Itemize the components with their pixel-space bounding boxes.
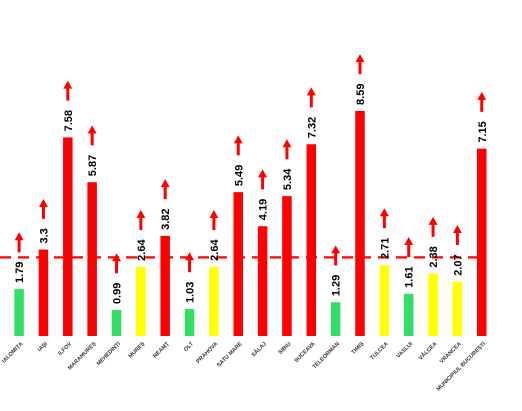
value-label: 0.99 xyxy=(112,283,124,304)
category-label: MUNICIPIUL BUCUREȘTI xyxy=(436,341,488,393)
value-label: 3.82 xyxy=(160,208,172,229)
category-label: SUCEAVA xyxy=(294,341,317,364)
value-label: 4.1 xyxy=(0,207,2,222)
value-label: 1.61 xyxy=(404,266,416,287)
trend-up-arrow xyxy=(258,169,268,190)
bar-vâlcea xyxy=(428,273,438,336)
value-label: 7.58 xyxy=(63,110,75,131)
value-label: 5.87 xyxy=(87,155,99,176)
category-label: SATU MARE xyxy=(216,341,244,369)
value-label: 7.15 xyxy=(477,121,489,142)
bar-satu-mare xyxy=(233,192,243,336)
category-label: VRANCEA xyxy=(439,341,463,365)
bar-vrancea xyxy=(452,281,463,336)
trend-up-arrow xyxy=(355,54,365,75)
bar-mehedinți xyxy=(111,310,122,336)
value-label: 1.29 xyxy=(331,275,343,296)
value-label: 1.03 xyxy=(185,282,197,303)
category-label: PRAHOVA xyxy=(196,341,220,365)
trend-up-arrow xyxy=(160,179,170,200)
category-label: MEHEDINȚI xyxy=(96,341,122,367)
bar-mureș xyxy=(136,266,146,336)
bar-neamț xyxy=(160,235,170,336)
category-label: MUREȘ xyxy=(128,341,147,360)
value-label: 2.38 xyxy=(428,246,440,267)
category-label: IALOMIȚA xyxy=(1,341,24,364)
value-label: 8.59 xyxy=(355,84,367,105)
bar-maramureș xyxy=(87,182,97,336)
value-label: 5.49 xyxy=(233,165,245,186)
trend-up-arrow xyxy=(282,139,292,160)
bar-vaslui xyxy=(403,293,414,336)
category-label: SĂLAJ xyxy=(250,340,268,358)
value-label: 3.3 xyxy=(38,228,50,243)
bar-sălaj xyxy=(257,226,268,336)
trend-up-arrow xyxy=(87,125,97,146)
bar-prahova xyxy=(209,266,219,336)
trend-up-arrow xyxy=(136,210,146,231)
trend-up-arrow xyxy=(306,87,316,108)
bar-municipiul-bucurești xyxy=(477,148,487,336)
value-label: 7.32 xyxy=(306,117,318,138)
trend-up-arrow xyxy=(63,80,73,101)
bar-teleorman xyxy=(330,302,341,336)
trend-up-arrow xyxy=(38,198,48,219)
value-label: 2.07 xyxy=(452,254,464,275)
value-label: 2.71 xyxy=(379,238,391,259)
value-label: 2.64 xyxy=(136,239,148,261)
bar-sibiu xyxy=(282,196,292,336)
trend-up-arrow xyxy=(428,216,438,237)
category-label: TIMIȘ xyxy=(351,341,366,356)
category-label: NEAMȚ xyxy=(152,341,171,360)
bar-timiș xyxy=(355,110,365,336)
trend-up-arrow xyxy=(185,252,195,273)
bar-ialomița xyxy=(14,289,24,336)
bar-tulcea xyxy=(379,264,390,336)
value-label: 4.19 xyxy=(258,199,270,220)
trend-up-arrow xyxy=(233,135,243,156)
trend-up-arrow xyxy=(331,245,341,266)
bar-ilfov xyxy=(63,137,73,336)
category-label: TULCEA xyxy=(369,341,389,361)
bar-iași xyxy=(38,249,49,336)
category-label: ILFOV xyxy=(57,341,73,357)
trend-up-arrow xyxy=(209,210,219,231)
trend-up-arrow xyxy=(14,232,24,253)
category-label: IAȘI xyxy=(37,341,49,353)
trend-up-arrow xyxy=(477,91,487,112)
trend-up-arrow xyxy=(379,208,389,229)
category-label: VASLUI xyxy=(396,341,415,360)
value-label: 2.64 xyxy=(209,239,221,261)
category-label: SIBIU xyxy=(278,341,293,356)
value-label: 1.79 xyxy=(14,262,26,283)
category-label: VÂLCEA xyxy=(417,340,438,361)
value-label: 5.34 xyxy=(282,168,294,190)
category-label: OLT xyxy=(183,341,195,353)
bar-suceava xyxy=(306,144,317,336)
trend-up-arrow xyxy=(404,237,414,258)
trend-up-arrow xyxy=(112,253,121,274)
bar-olt xyxy=(184,309,195,336)
trend-up-arrow xyxy=(452,224,462,245)
